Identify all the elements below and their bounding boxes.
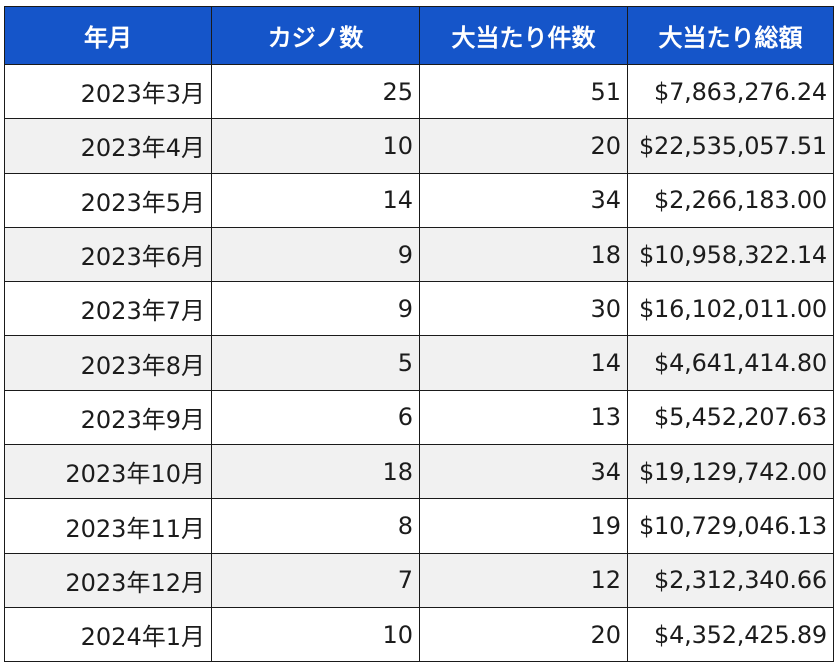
table-row: 2024年1月 10 20 $4,352,425.89 <box>4 606 834 663</box>
cell-jackpot-total: $5,452,207.63 <box>627 389 834 446</box>
cell-jackpot-count: 14 <box>419 335 628 391</box>
cell-casino-count: 8 <box>211 498 420 554</box>
cell-jackpot-total: $4,352,425.89 <box>627 606 834 663</box>
cell-month: 2023年5月 <box>4 172 212 228</box>
cell-jackpot-count: 19 <box>419 498 628 554</box>
cell-month: 2023年4月 <box>4 118 212 174</box>
cell-casino-count: 25 <box>211 63 420 120</box>
cell-casino-count: 10 <box>211 118 420 174</box>
header-month: 年月 <box>4 6 212 65</box>
cell-jackpot-count: 30 <box>419 281 628 337</box>
cell-month: 2023年11月 <box>4 498 212 554</box>
cell-jackpot-total: $4,641,414.80 <box>627 335 834 391</box>
cell-casino-count: 14 <box>211 172 420 228</box>
cell-casino-count: 18 <box>211 444 420 500</box>
table-row: 2023年6月 9 18 $10,958,322.14 <box>4 226 834 283</box>
table-row: 2023年10月 18 34 $19,129,742.00 <box>4 444 834 500</box>
table-row: 2023年11月 8 19 $10,729,046.13 <box>4 498 834 554</box>
cell-month: 2024年1月 <box>4 606 212 663</box>
cell-jackpot-total: $16,102,011.00 <box>627 281 834 337</box>
cell-jackpot-total: $10,729,046.13 <box>627 498 834 554</box>
jackpot-table-container: 年月 カジノ数 大当たり件数 大当たり総額 2023年3月 25 51 $7,8… <box>4 6 834 663</box>
table-row: 2023年12月 7 12 $2,312,340.66 <box>4 552 834 608</box>
cell-casino-count: 9 <box>211 281 420 337</box>
cell-jackpot-total: $2,266,183.00 <box>627 172 834 228</box>
cell-jackpot-total: $22,535,057.51 <box>627 118 834 174</box>
cell-month: 2023年12月 <box>4 552 212 608</box>
cell-jackpot-count: 34 <box>419 444 628 500</box>
cell-jackpot-total: $19,129,742.00 <box>627 444 834 500</box>
table-row: 2023年9月 6 13 $5,452,207.63 <box>4 389 834 446</box>
header-jackpot-total: 大当たり総額 <box>627 6 834 65</box>
cell-jackpot-total: $7,863,276.24 <box>627 63 834 120</box>
table-row: 2023年4月 10 20 $22,535,057.51 <box>4 118 834 174</box>
cell-jackpot-count: 12 <box>419 552 628 608</box>
cell-jackpot-count: 20 <box>419 606 628 663</box>
table-header-row: 年月 カジノ数 大当たり件数 大当たり総額 <box>4 6 834 65</box>
cell-jackpot-count: 34 <box>419 172 628 228</box>
cell-jackpot-count: 20 <box>419 118 628 174</box>
cell-jackpot-total: $10,958,322.14 <box>627 226 834 283</box>
cell-month: 2023年8月 <box>4 335 212 391</box>
cell-casino-count: 9 <box>211 226 420 283</box>
cell-casino-count: 7 <box>211 552 420 608</box>
cell-jackpot-count: 18 <box>419 226 628 283</box>
cell-casino-count: 5 <box>211 335 420 391</box>
cell-month: 2023年9月 <box>4 389 212 446</box>
table-row: 2023年8月 5 14 $4,641,414.80 <box>4 335 834 391</box>
cell-month: 2023年3月 <box>4 63 212 120</box>
header-jackpot-count: 大当たり件数 <box>419 6 628 65</box>
table-row: 2023年3月 25 51 $7,863,276.24 <box>4 63 834 120</box>
jackpot-summary-table: 年月 カジノ数 大当たり件数 大当たり総額 2023年3月 25 51 $7,8… <box>4 6 834 663</box>
cell-month: 2023年6月 <box>4 226 212 283</box>
table-row: 2023年5月 14 34 $2,266,183.00 <box>4 172 834 228</box>
cell-casino-count: 6 <box>211 389 420 446</box>
cell-month: 2023年10月 <box>4 444 212 500</box>
table-row: 2023年7月 9 30 $16,102,011.00 <box>4 281 834 337</box>
cell-jackpot-total: $2,312,340.66 <box>627 552 834 608</box>
cell-month: 2023年7月 <box>4 281 212 337</box>
cell-jackpot-count: 51 <box>419 63 628 120</box>
cell-casino-count: 10 <box>211 606 420 663</box>
cell-jackpot-count: 13 <box>419 389 628 446</box>
header-casino-count: カジノ数 <box>211 6 420 65</box>
